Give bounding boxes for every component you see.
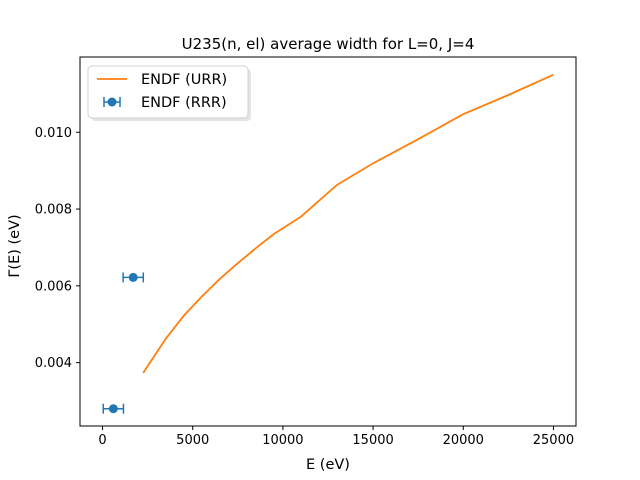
x-tick-label: 0 (98, 433, 106, 448)
y-tick-label: 0.008 (35, 203, 72, 218)
y-axis-label: Γ̄(E) (eV) (7, 214, 23, 277)
y-tick-label: 0.004 (35, 356, 72, 371)
legend-swatch-rrr-marker (107, 97, 117, 107)
x-tick-label: 10000 (262, 433, 303, 448)
data-point-rrr (128, 272, 138, 282)
chart-title: U235(n, el) average width for L=0, J=4 (182, 35, 475, 53)
x-tick-label: 25000 (533, 433, 574, 448)
legend-label-urr: ENDF (URR) (141, 72, 227, 88)
plot-area (102, 73, 554, 414)
x-tick-label: 20000 (443, 433, 484, 448)
series-line-urr (142, 73, 554, 374)
axes: 0 5000 10000 15000 20000 25000 0.004 0.006 0.008… (35, 56, 577, 448)
legend-label-rrr: ENDF (RRR) (141, 95, 227, 111)
legend: ENDF (URR) ENDF (RRR) (87, 65, 251, 121)
legend-box (87, 65, 249, 119)
y-tick-label: 0.006 (35, 279, 72, 294)
y-tick-label: 0.010 (35, 126, 72, 141)
x-tick-label: 5000 (176, 433, 209, 448)
plot-frame (79, 56, 577, 427)
data-point-rrr (108, 404, 118, 414)
x-tick-label: 15000 (352, 433, 393, 448)
x-axis-label: E (eV) (306, 457, 350, 473)
